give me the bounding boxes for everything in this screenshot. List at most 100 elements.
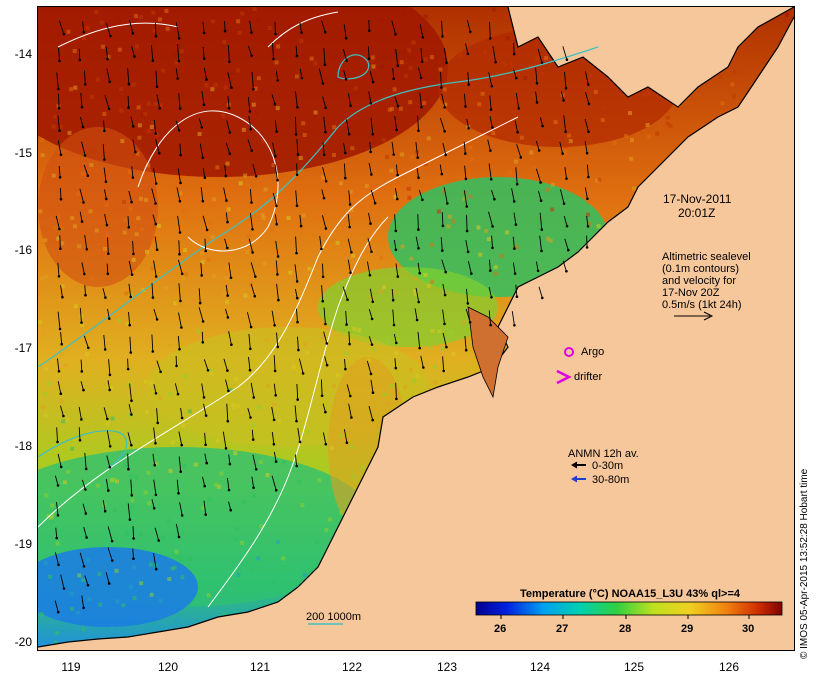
velocity-arrow-head xyxy=(253,294,257,298)
velocity-arrow-head xyxy=(177,37,181,40)
velocity-arrow xyxy=(199,143,204,158)
velocity-arrow xyxy=(513,43,515,55)
velocity-arrow-head xyxy=(132,252,135,256)
velocity-arrow xyxy=(79,552,85,567)
velocity-arrow xyxy=(370,117,374,135)
velocity-arrow xyxy=(107,526,113,542)
altimetry-note-line: and velocity for xyxy=(662,275,736,287)
velocity-arrow xyxy=(153,384,157,394)
velocity-arrow-head xyxy=(392,77,396,81)
velocity-arrow xyxy=(132,139,136,153)
coastline xyxy=(38,16,794,648)
velocity-arrow-head xyxy=(84,512,88,515)
velocity-arrow xyxy=(420,47,423,62)
velocity-arrow-head xyxy=(564,130,567,133)
velocity-arrow-head xyxy=(272,418,276,422)
velocity-arrow xyxy=(154,527,160,541)
velocity-arrow-head xyxy=(295,173,299,177)
velocity-arrow-head xyxy=(470,272,473,275)
velocity-arrow xyxy=(178,240,180,255)
velocity-arrow xyxy=(81,262,85,274)
velocity-arrow-head xyxy=(323,63,327,66)
velocity-arrow xyxy=(489,259,491,271)
velocity-arrow-head xyxy=(155,248,159,251)
velocity-arrow-head xyxy=(59,247,62,250)
velocity-arrow xyxy=(323,307,326,325)
velocity-arrow-head xyxy=(417,129,420,132)
velocity-arrow-head xyxy=(134,150,137,154)
velocity-arrow xyxy=(57,381,62,394)
velocity-arrow xyxy=(465,43,469,54)
velocity-arrow xyxy=(105,23,111,37)
velocity-arrow-head xyxy=(443,106,447,109)
velocity-arrow-head xyxy=(108,388,111,392)
velocity-arrow-head xyxy=(80,418,83,421)
velocity-arrow-head xyxy=(396,197,399,201)
sst-map[interactable]: 17-Nov-2011 20:01Z Altimetric sealevel (… xyxy=(37,6,795,651)
velocity-arrow-head xyxy=(154,202,157,205)
velocity-arrow xyxy=(294,91,298,108)
velocity-arrow-head xyxy=(344,176,347,180)
velocity-arrow-head xyxy=(85,536,88,539)
velocity-arrow-head xyxy=(223,29,227,33)
velocity-arrow-head xyxy=(227,107,231,110)
velocity-arrow-head xyxy=(108,373,112,377)
velocity-arrow xyxy=(227,44,230,62)
velocity-arrow-head xyxy=(344,77,348,81)
velocity-arrow-head xyxy=(56,440,59,444)
velocity-arrow-head xyxy=(226,419,230,423)
velocity-arrow xyxy=(79,116,84,128)
velocity-arrow-head xyxy=(321,275,325,279)
velocity-arrow-head xyxy=(466,250,470,254)
velocity-arrow-head xyxy=(84,83,87,86)
velocity-arrow xyxy=(84,452,87,469)
drifter-marker[interactable] xyxy=(556,369,572,385)
isobath-200m xyxy=(38,46,599,368)
velocity-arrow xyxy=(224,21,226,32)
velocity-arrow xyxy=(441,259,447,273)
argo-marker[interactable] xyxy=(564,347,574,357)
velocity-arrow xyxy=(515,284,518,297)
velocity-arrow-head xyxy=(348,203,352,206)
velocity-arrow xyxy=(466,118,470,129)
velocity-arrow xyxy=(324,356,328,366)
velocity-arrow-head xyxy=(417,247,420,250)
velocity-arrow-head xyxy=(229,508,232,512)
velocity-arrow-head xyxy=(107,252,110,255)
velocity-arrow xyxy=(56,502,59,516)
velocity-arrow-head xyxy=(490,296,493,299)
velocity-arrow-head xyxy=(57,106,61,110)
velocity-arrow-head xyxy=(155,318,159,321)
velocity-arrow xyxy=(127,503,131,520)
velocity-arrow xyxy=(318,68,324,84)
velocity-arrow xyxy=(463,93,466,107)
velocity-arrow xyxy=(275,260,278,275)
velocity-arrow xyxy=(488,286,492,298)
velocity-arrow-head xyxy=(517,107,520,110)
velocity-arrow xyxy=(489,95,492,110)
velocity-arrow xyxy=(102,288,106,298)
velocity-arrow-head xyxy=(83,272,86,276)
velocity-arrow xyxy=(395,263,399,277)
velocity-arrow xyxy=(132,526,135,539)
velocity-arrow xyxy=(539,117,544,127)
velocity-arrow-head xyxy=(156,421,159,425)
velocity-arrow xyxy=(586,216,589,227)
lat-tick-label: -17 xyxy=(14,341,32,355)
velocity-arrow-head xyxy=(62,32,66,36)
velocity-arrow xyxy=(80,381,84,391)
velocity-arrow xyxy=(226,403,229,422)
velocity-arrow xyxy=(175,523,180,538)
velocity-arrow-head xyxy=(176,77,179,80)
velocity-arrow xyxy=(539,235,542,251)
velocity-arrow-head xyxy=(178,107,182,110)
velocity-arrow-head xyxy=(443,322,446,326)
velocity-arrow-head xyxy=(371,300,375,304)
velocity-arrow-head xyxy=(228,60,231,63)
velocity-arrow xyxy=(463,190,468,207)
velocity-arrow-head xyxy=(159,370,162,374)
velocity-arrow xyxy=(57,115,61,131)
velocity-arrow-head xyxy=(395,128,398,132)
sst-map-canvas xyxy=(38,7,794,650)
velocity-arrow xyxy=(274,21,276,34)
